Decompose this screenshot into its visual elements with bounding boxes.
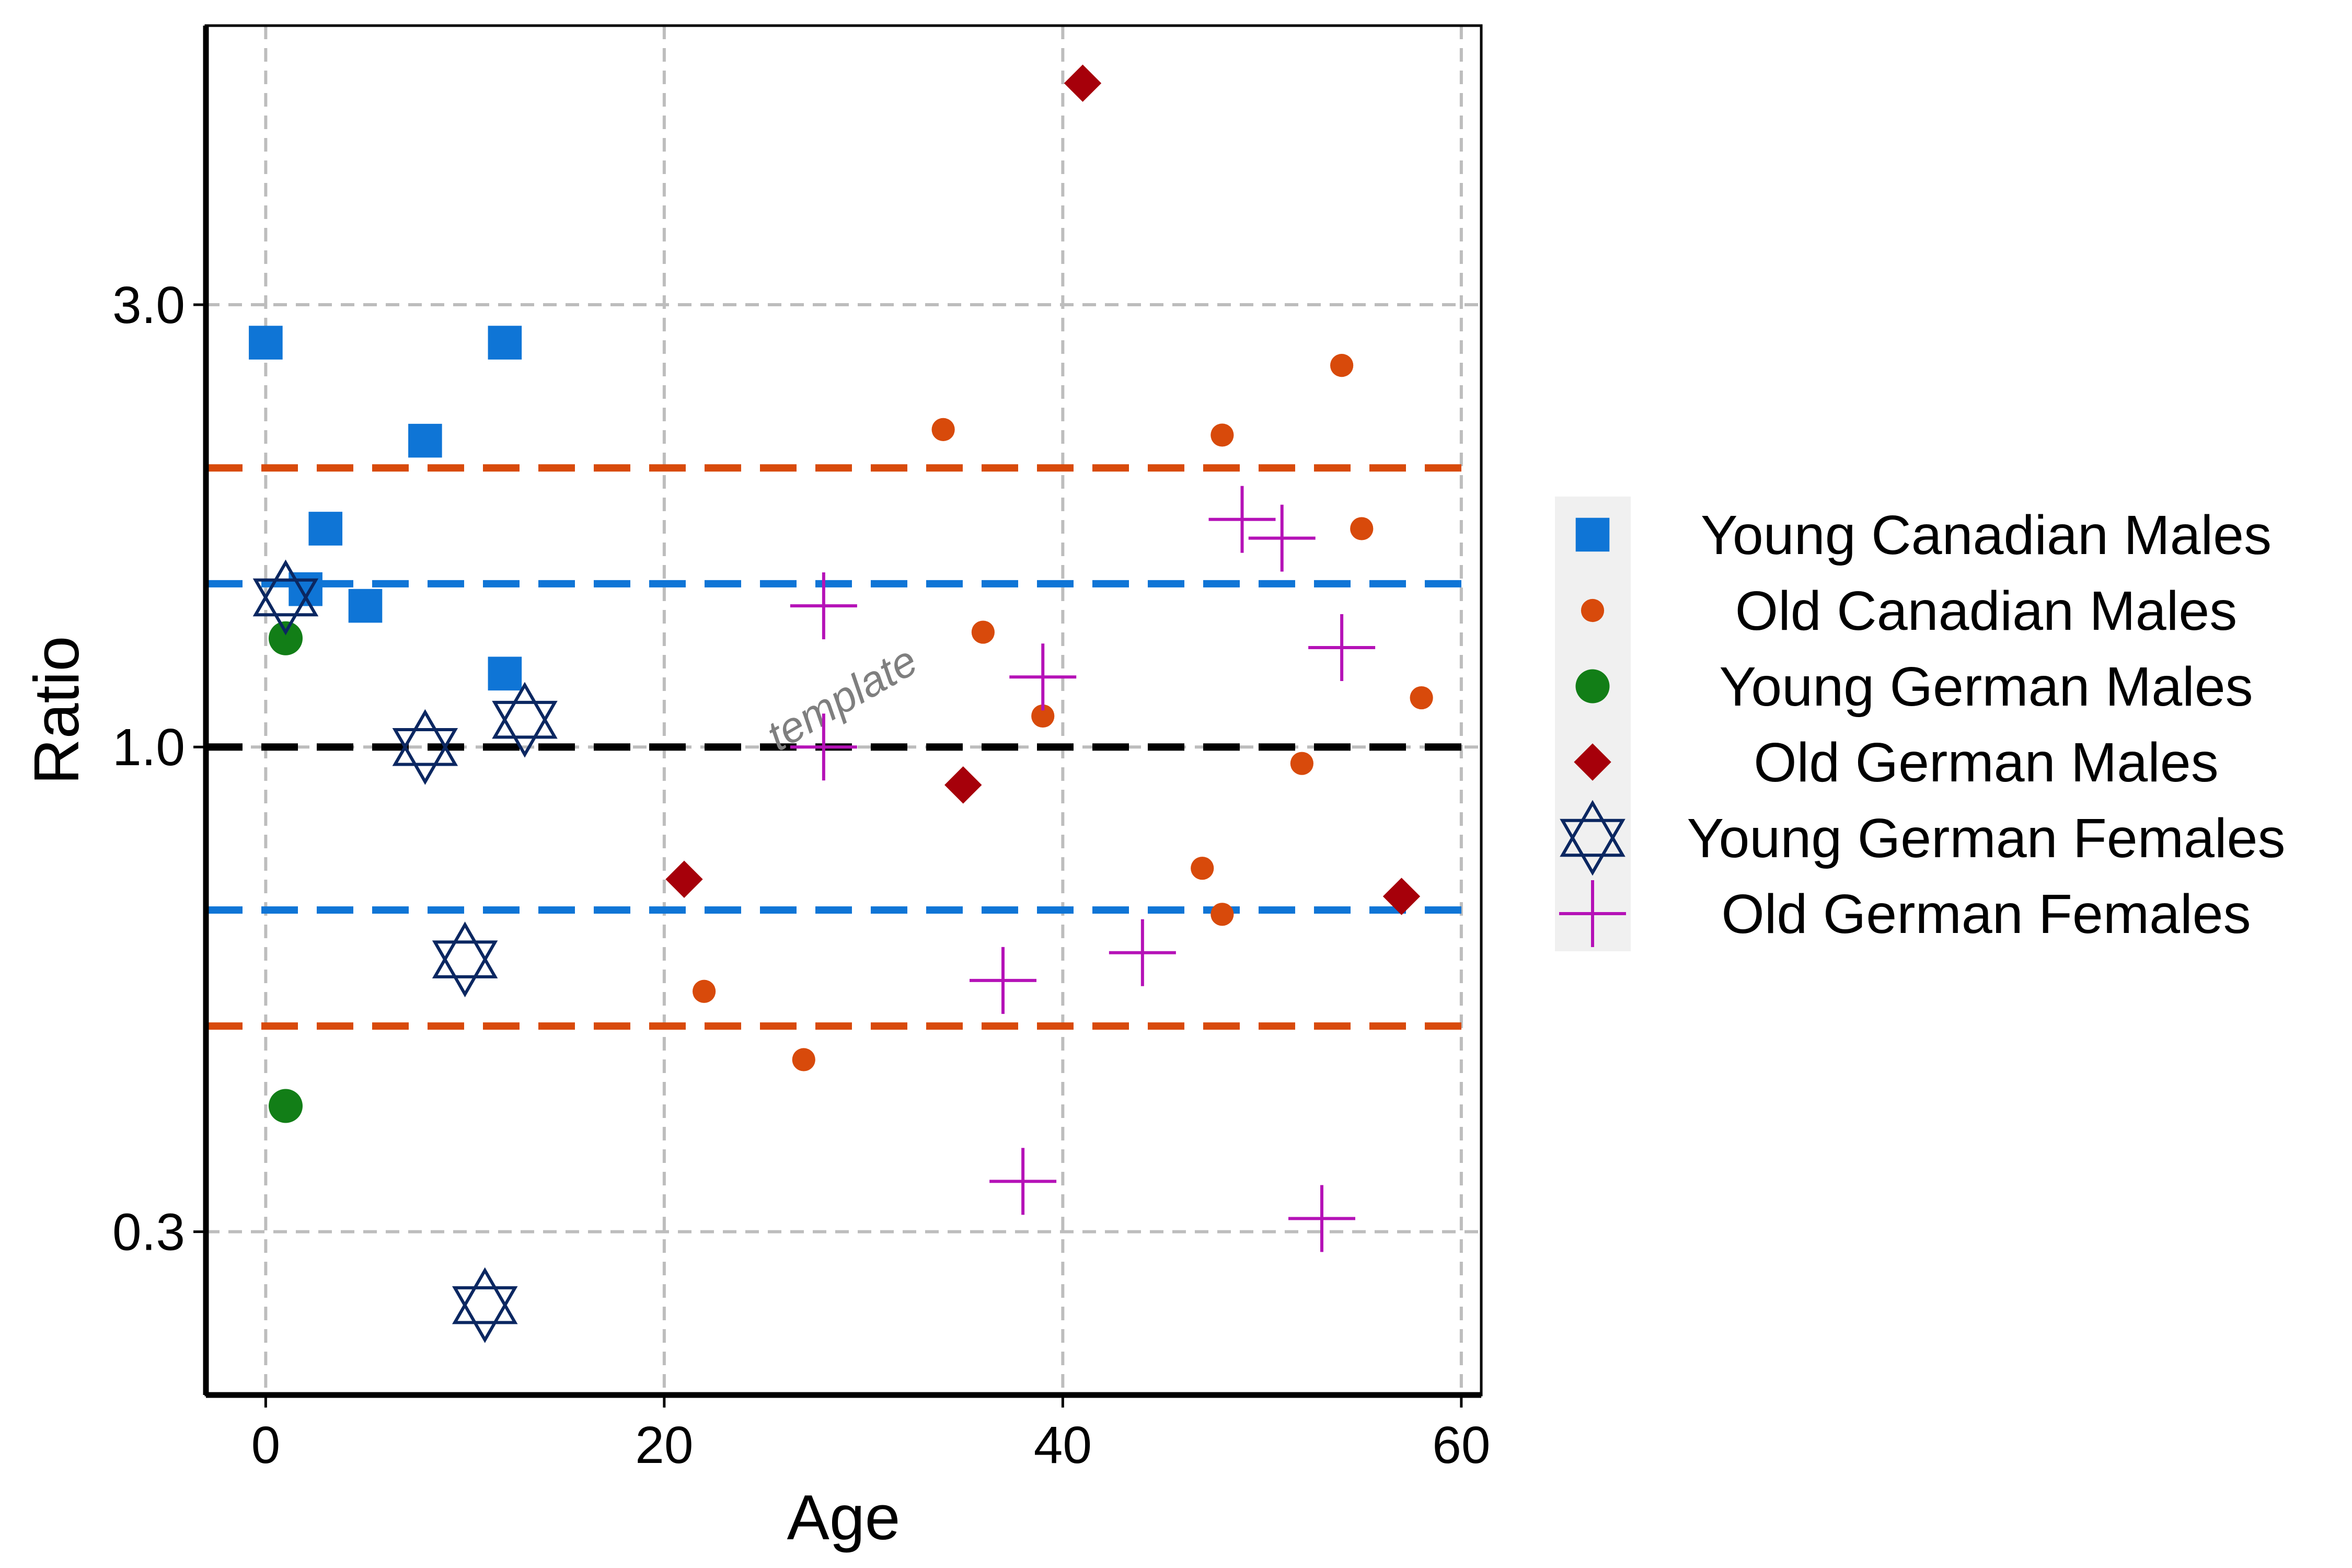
legend-key — [1574, 743, 1611, 781]
data-point — [1064, 64, 1102, 102]
legend: Young Canadian Males Old Canadian Males Yo… — [1555, 497, 2286, 951]
data-point — [408, 423, 442, 458]
data-point-triangle-down — [252, 578, 319, 636]
data-point — [1210, 903, 1234, 926]
data-point — [1290, 752, 1313, 775]
data-points — [249, 64, 1433, 1343]
data-point — [931, 418, 955, 441]
data-point — [269, 621, 303, 655]
legend-key — [1560, 800, 1625, 876]
data-point — [693, 979, 716, 1003]
data-point — [1382, 878, 1421, 915]
data-point-triangle-up — [492, 682, 558, 739]
data-point — [392, 709, 458, 785]
data-point — [1308, 614, 1376, 682]
x-tick-label: 60 — [1432, 1416, 1490, 1474]
series-old-german-females — [790, 486, 1376, 1252]
grid-lines — [206, 26, 1481, 1395]
x-tick-label: 20 — [635, 1416, 693, 1474]
data-point — [488, 326, 522, 360]
data-point — [488, 656, 522, 691]
legend-label: Old Canadian Males — [1735, 580, 2237, 642]
legend-key-triangle-down — [1560, 818, 1625, 876]
data-point-triangle-down — [432, 940, 498, 998]
data-point — [1410, 686, 1433, 710]
data-point — [790, 713, 857, 781]
data-point — [348, 589, 383, 623]
x-tick-label: 40 — [1034, 1416, 1092, 1474]
data-point — [1248, 504, 1316, 572]
data-point — [792, 1048, 815, 1071]
legend-label: Old German Males — [1754, 732, 2219, 793]
data-point — [1191, 857, 1214, 880]
series-old-german-males — [665, 64, 1421, 915]
data-point — [944, 766, 982, 804]
y-axis-title: Ratio — [21, 636, 92, 785]
y-tick-label: 1.0 — [112, 718, 185, 777]
data-point — [1208, 486, 1276, 553]
data-point-triangle-down — [492, 700, 558, 758]
y-tick-label: 3.0 — [112, 276, 185, 335]
data-point-triangle-down — [392, 728, 458, 785]
data-point — [1009, 643, 1077, 711]
series-old-canadian-males — [693, 354, 1433, 1071]
data-point — [1350, 517, 1374, 540]
data-point — [790, 572, 857, 640]
data-point — [452, 1267, 518, 1343]
legend-label: Old German Females — [1721, 883, 2251, 945]
data-point — [1288, 1185, 1355, 1252]
data-point-triangle-up — [432, 921, 498, 978]
legend-label: Young Canadian Males — [1701, 504, 2272, 566]
data-point — [492, 682, 558, 758]
legend-label: Young German Males — [1719, 656, 2253, 718]
data-point-triangle-up — [392, 709, 458, 766]
y-tick-label: 0.3 — [112, 1203, 185, 1262]
legend-label: Young German Females — [1687, 808, 2285, 869]
data-point-triangle-up — [252, 559, 319, 617]
data-point — [1109, 919, 1176, 986]
axis-ticks: 0 20 40 60 0.3 1.0 3.0 — [112, 276, 1491, 1474]
legend-key — [1581, 598, 1605, 622]
data-point — [432, 921, 498, 998]
legend-key — [1575, 517, 1610, 552]
data-point — [665, 860, 703, 898]
series-young-german-males — [269, 621, 303, 1123]
data-point-triangle-up — [452, 1267, 518, 1324]
data-point — [1031, 704, 1055, 728]
data-point — [989, 1148, 1057, 1215]
series-young-german-females — [252, 559, 558, 1343]
data-point-triangle-down — [452, 1286, 518, 1343]
legend-key — [1575, 669, 1610, 704]
x-axis-title: Age — [787, 1482, 900, 1553]
legend-key — [1559, 880, 1626, 947]
legend-key-triangle-up — [1560, 800, 1625, 857]
data-point — [269, 1089, 303, 1123]
data-point — [308, 512, 343, 546]
data-point — [970, 947, 1036, 1014]
x-tick-label: 0 — [251, 1416, 281, 1474]
data-point — [1210, 423, 1234, 447]
data-point — [252, 559, 319, 636]
data-point — [971, 620, 995, 644]
data-point — [249, 326, 283, 360]
data-point — [1330, 354, 1354, 377]
legend-background — [1555, 497, 1631, 951]
